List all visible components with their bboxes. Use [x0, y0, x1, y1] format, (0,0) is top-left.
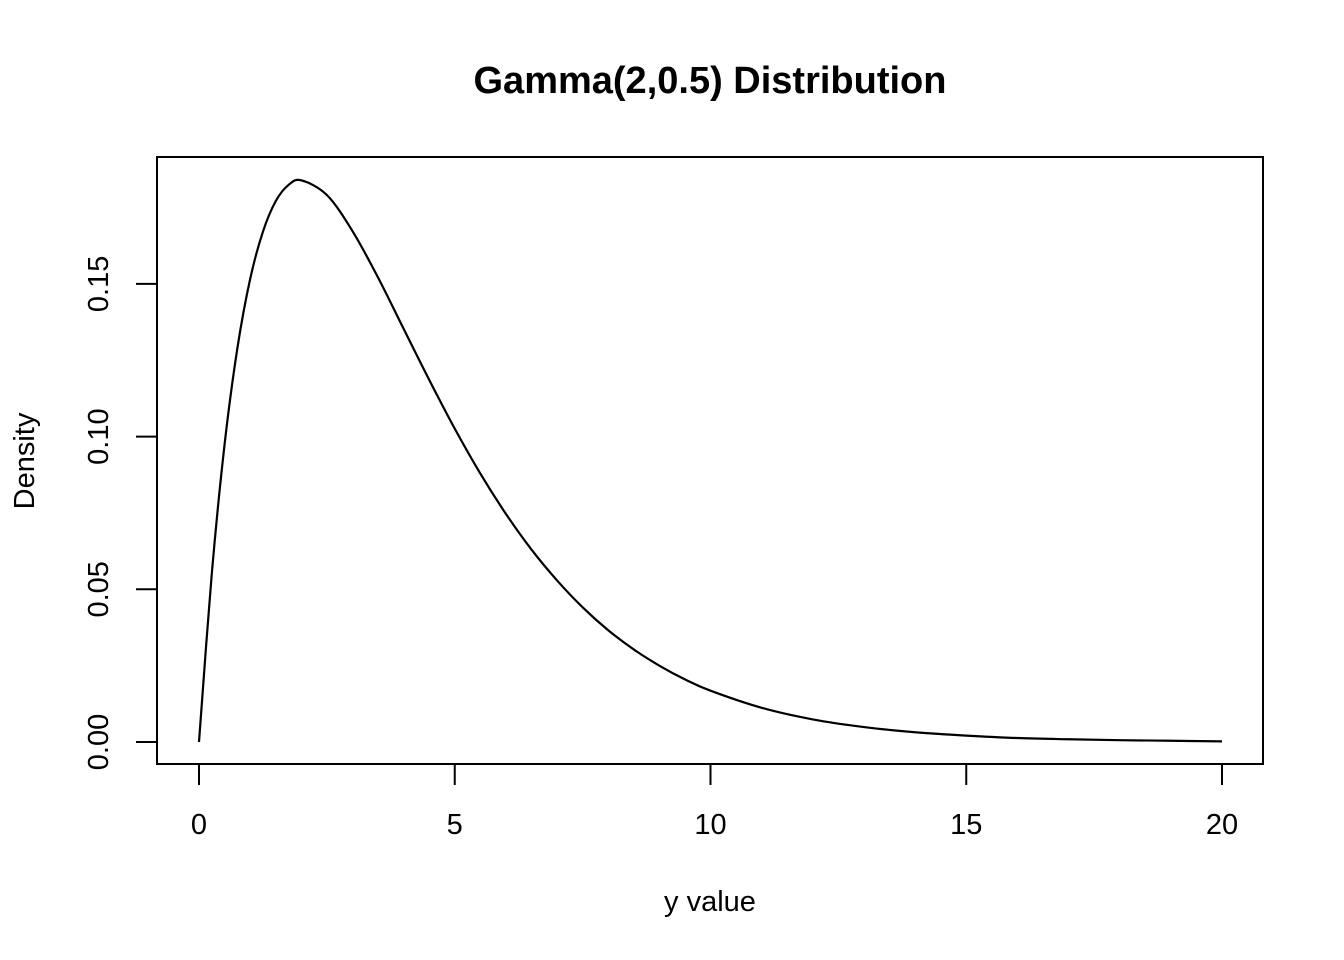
chart-title: Gamma(2,0.5) Distribution	[474, 60, 947, 102]
y-axis-label: Density	[9, 412, 41, 509]
series-layer	[197, 178, 1223, 743]
y-tick-label: 0.10	[83, 408, 115, 464]
x-tick-label: 20	[1206, 809, 1238, 841]
y-tick-label: 0.05	[83, 561, 115, 617]
x-tick-label: 15	[950, 809, 982, 841]
x-tick-label: 0	[191, 809, 207, 841]
y-axis: 0.00 0.05 0.10 0.15	[83, 256, 158, 770]
y-tick-label: 0.15	[83, 256, 115, 312]
y-tick-label: 0.00	[83, 714, 115, 770]
plot-frame	[156, 156, 1264, 765]
density-curve	[197, 178, 1223, 743]
x-tick-label: 5	[447, 809, 463, 841]
x-axis: 0 5 10 15 20	[191, 763, 1238, 841]
x-tick-label: 10	[694, 809, 726, 841]
x-axis-label: y value	[664, 886, 756, 918]
